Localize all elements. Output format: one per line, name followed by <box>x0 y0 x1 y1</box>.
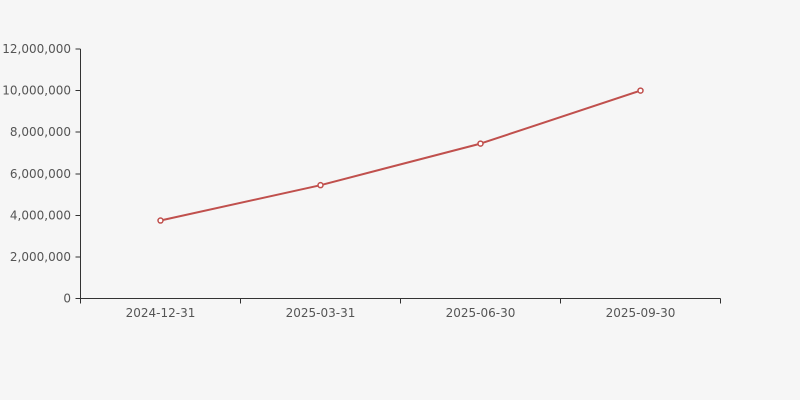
series-line <box>159 89 642 222</box>
y-axis-label: 4,000,000 <box>10 208 71 222</box>
x-axis-label: 2025-03-31 <box>286 306 356 320</box>
y-axis-label: 0 <box>63 292 71 306</box>
x-axis-label: 2025-06-30 <box>446 306 516 320</box>
x-axis-label: 2024-12-31 <box>126 306 196 320</box>
data-point-marker <box>317 181 324 189</box>
y-axis-label: 10,000,000 <box>2 84 71 98</box>
y-axis-label: 12,000,000 <box>2 42 71 56</box>
data-point-marker <box>637 87 644 94</box>
x-axis-label: 2025-09-30 <box>606 306 676 320</box>
y-axis-label: 2,000,000 <box>10 250 71 264</box>
data-point-marker <box>477 140 484 147</box>
data-point-marker <box>157 217 164 224</box>
y-axis-label: 8,000,000 <box>10 125 71 139</box>
y-axis-label: 6,000,000 <box>10 167 71 181</box>
